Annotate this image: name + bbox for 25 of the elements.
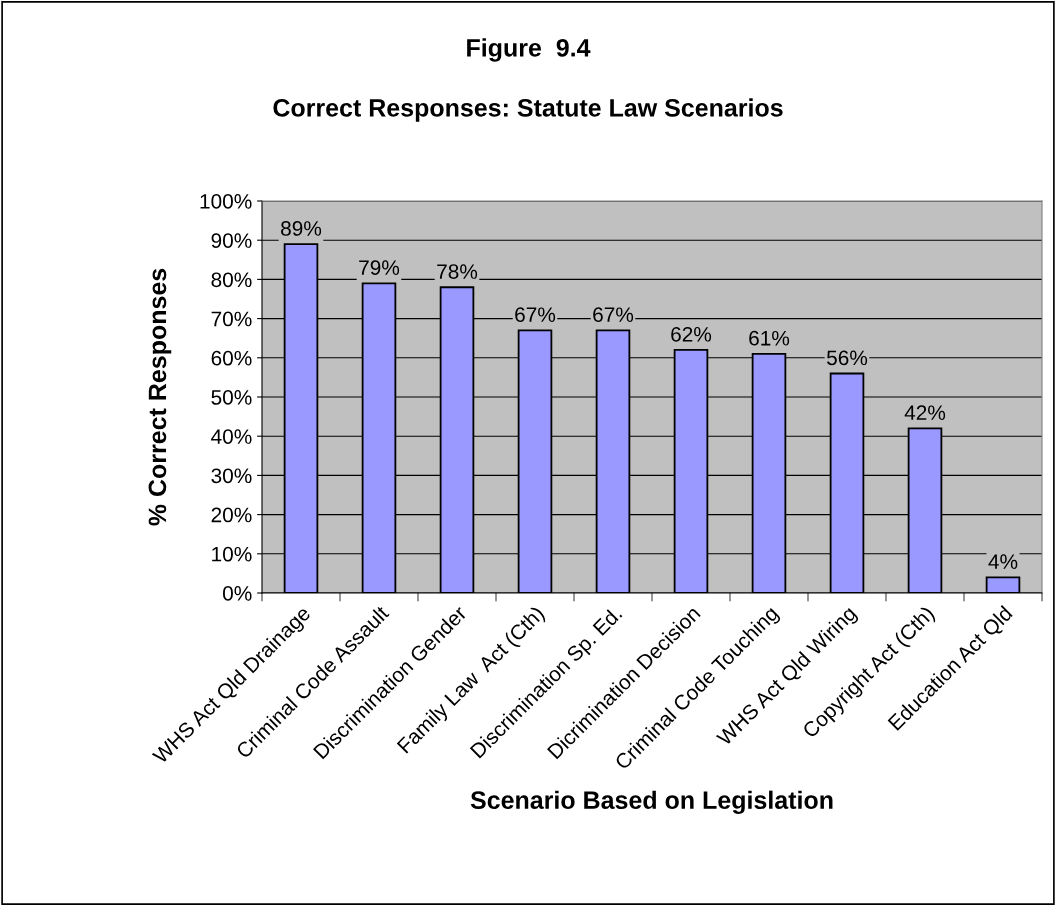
y-tick-label: 80% [211,272,252,288]
data-label: 62% [671,326,712,342]
x-axis-title: Scenario Based on Legislation [470,790,833,815]
y-tick-label: 20% [211,507,252,523]
y-tick-label: 40% [211,429,252,444]
y-tick-label: 30% [211,468,252,484]
y-tick-label: 70% [211,311,252,327]
y-tick-label: 0% [222,586,252,601]
y-axis-title: % Correct Responses [148,268,172,526]
data-label: 42% [904,405,946,420]
data-label: 61% [749,330,790,346]
chart-title: Figure 9.4 [467,38,591,62]
data-label: 56% [826,350,868,366]
y-tick-label: 90% [211,233,252,248]
data-label: 67% [593,307,634,323]
data-label: 89% [281,221,322,236]
data-label: 78% [437,264,478,279]
data-label: 4% [988,554,1018,569]
y-tick-label: 50% [211,390,252,405]
y-tick-label: 10% [212,546,252,562]
data-label: 79% [359,260,400,276]
y-tick-label: 100% [200,194,252,209]
y-tick-label: 60% [211,350,252,366]
chart-subtitle: Correct Responses: Statute Law Scenarios [273,98,783,122]
data-label: 67% [515,307,556,323]
